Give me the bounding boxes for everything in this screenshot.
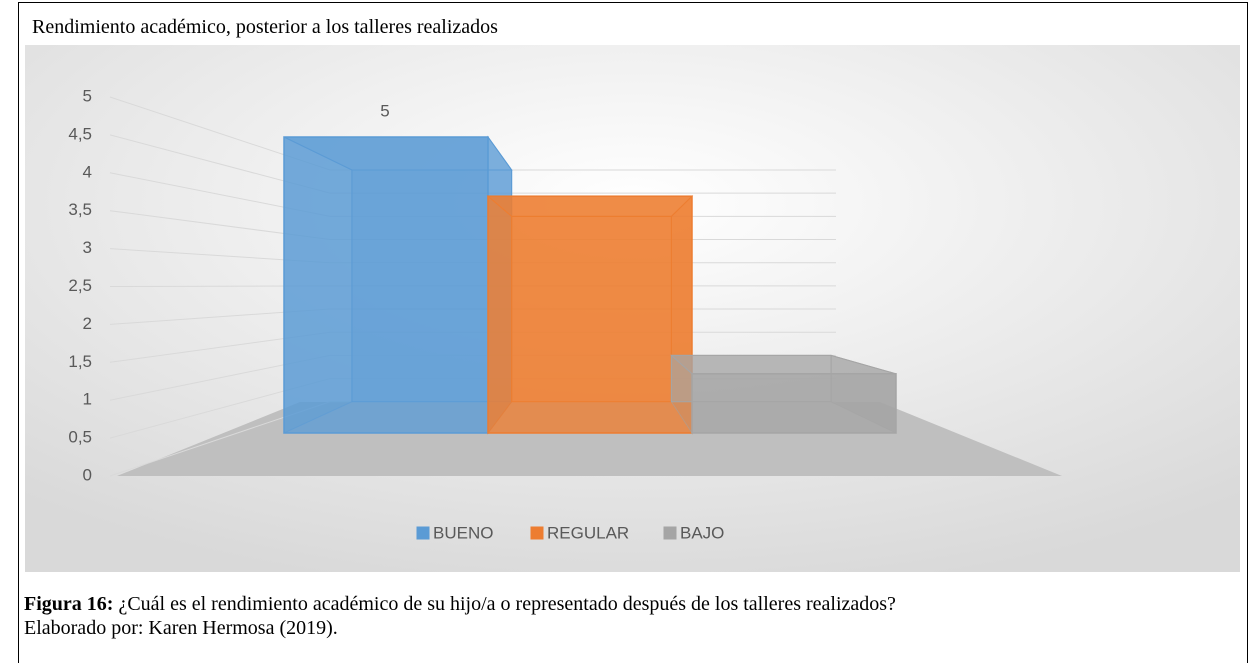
y-tick-label: 0,5 — [68, 428, 92, 447]
y-tick-label: 4 — [83, 162, 92, 181]
y-tick-label: 4,5 — [68, 124, 92, 143]
caption-label: Figura 16: — [24, 593, 114, 615]
legend-swatch — [530, 526, 544, 540]
legend-label: BAJO — [680, 523, 724, 542]
data-label: 5 — [380, 101, 389, 120]
page: Rendimiento académico, posterior a los t… — [18, 2, 1248, 663]
y-tick-label: 0 — [83, 465, 92, 484]
bar — [487, 195, 693, 434]
caption-source: Elaborado por: Karen Hermosa (2019). — [24, 617, 338, 639]
y-tick-label: 3 — [83, 238, 92, 257]
caption-text: ¿Cuál es el rendimiento académico de su … — [118, 593, 896, 615]
bar — [691, 373, 897, 434]
caption: Figura 16: ¿Cuál es el rendimiento acadé… — [24, 592, 896, 640]
figure-title: Rendimiento académico, posterior a los t… — [32, 16, 498, 38]
bar — [283, 136, 489, 434]
legend-label: BUENO — [433, 523, 493, 542]
legend-swatch — [416, 526, 430, 540]
legend-swatch — [663, 526, 677, 540]
legend-label: REGULAR — [547, 523, 629, 542]
y-tick-label: 1 — [83, 390, 92, 409]
y-tick-label: 3,5 — [68, 200, 92, 219]
y-tick-label: 2,5 — [68, 276, 92, 295]
chart: 5 0 0,5 1 1,5 2 2,5 3 3,5 4 4,5 5 BUENO REGULAR BAJO — [25, 45, 1240, 572]
y-tick-label: 5 — [83, 86, 92, 105]
y-tick-label: 1,5 — [68, 352, 92, 371]
y-tick-label: 2 — [83, 314, 92, 333]
